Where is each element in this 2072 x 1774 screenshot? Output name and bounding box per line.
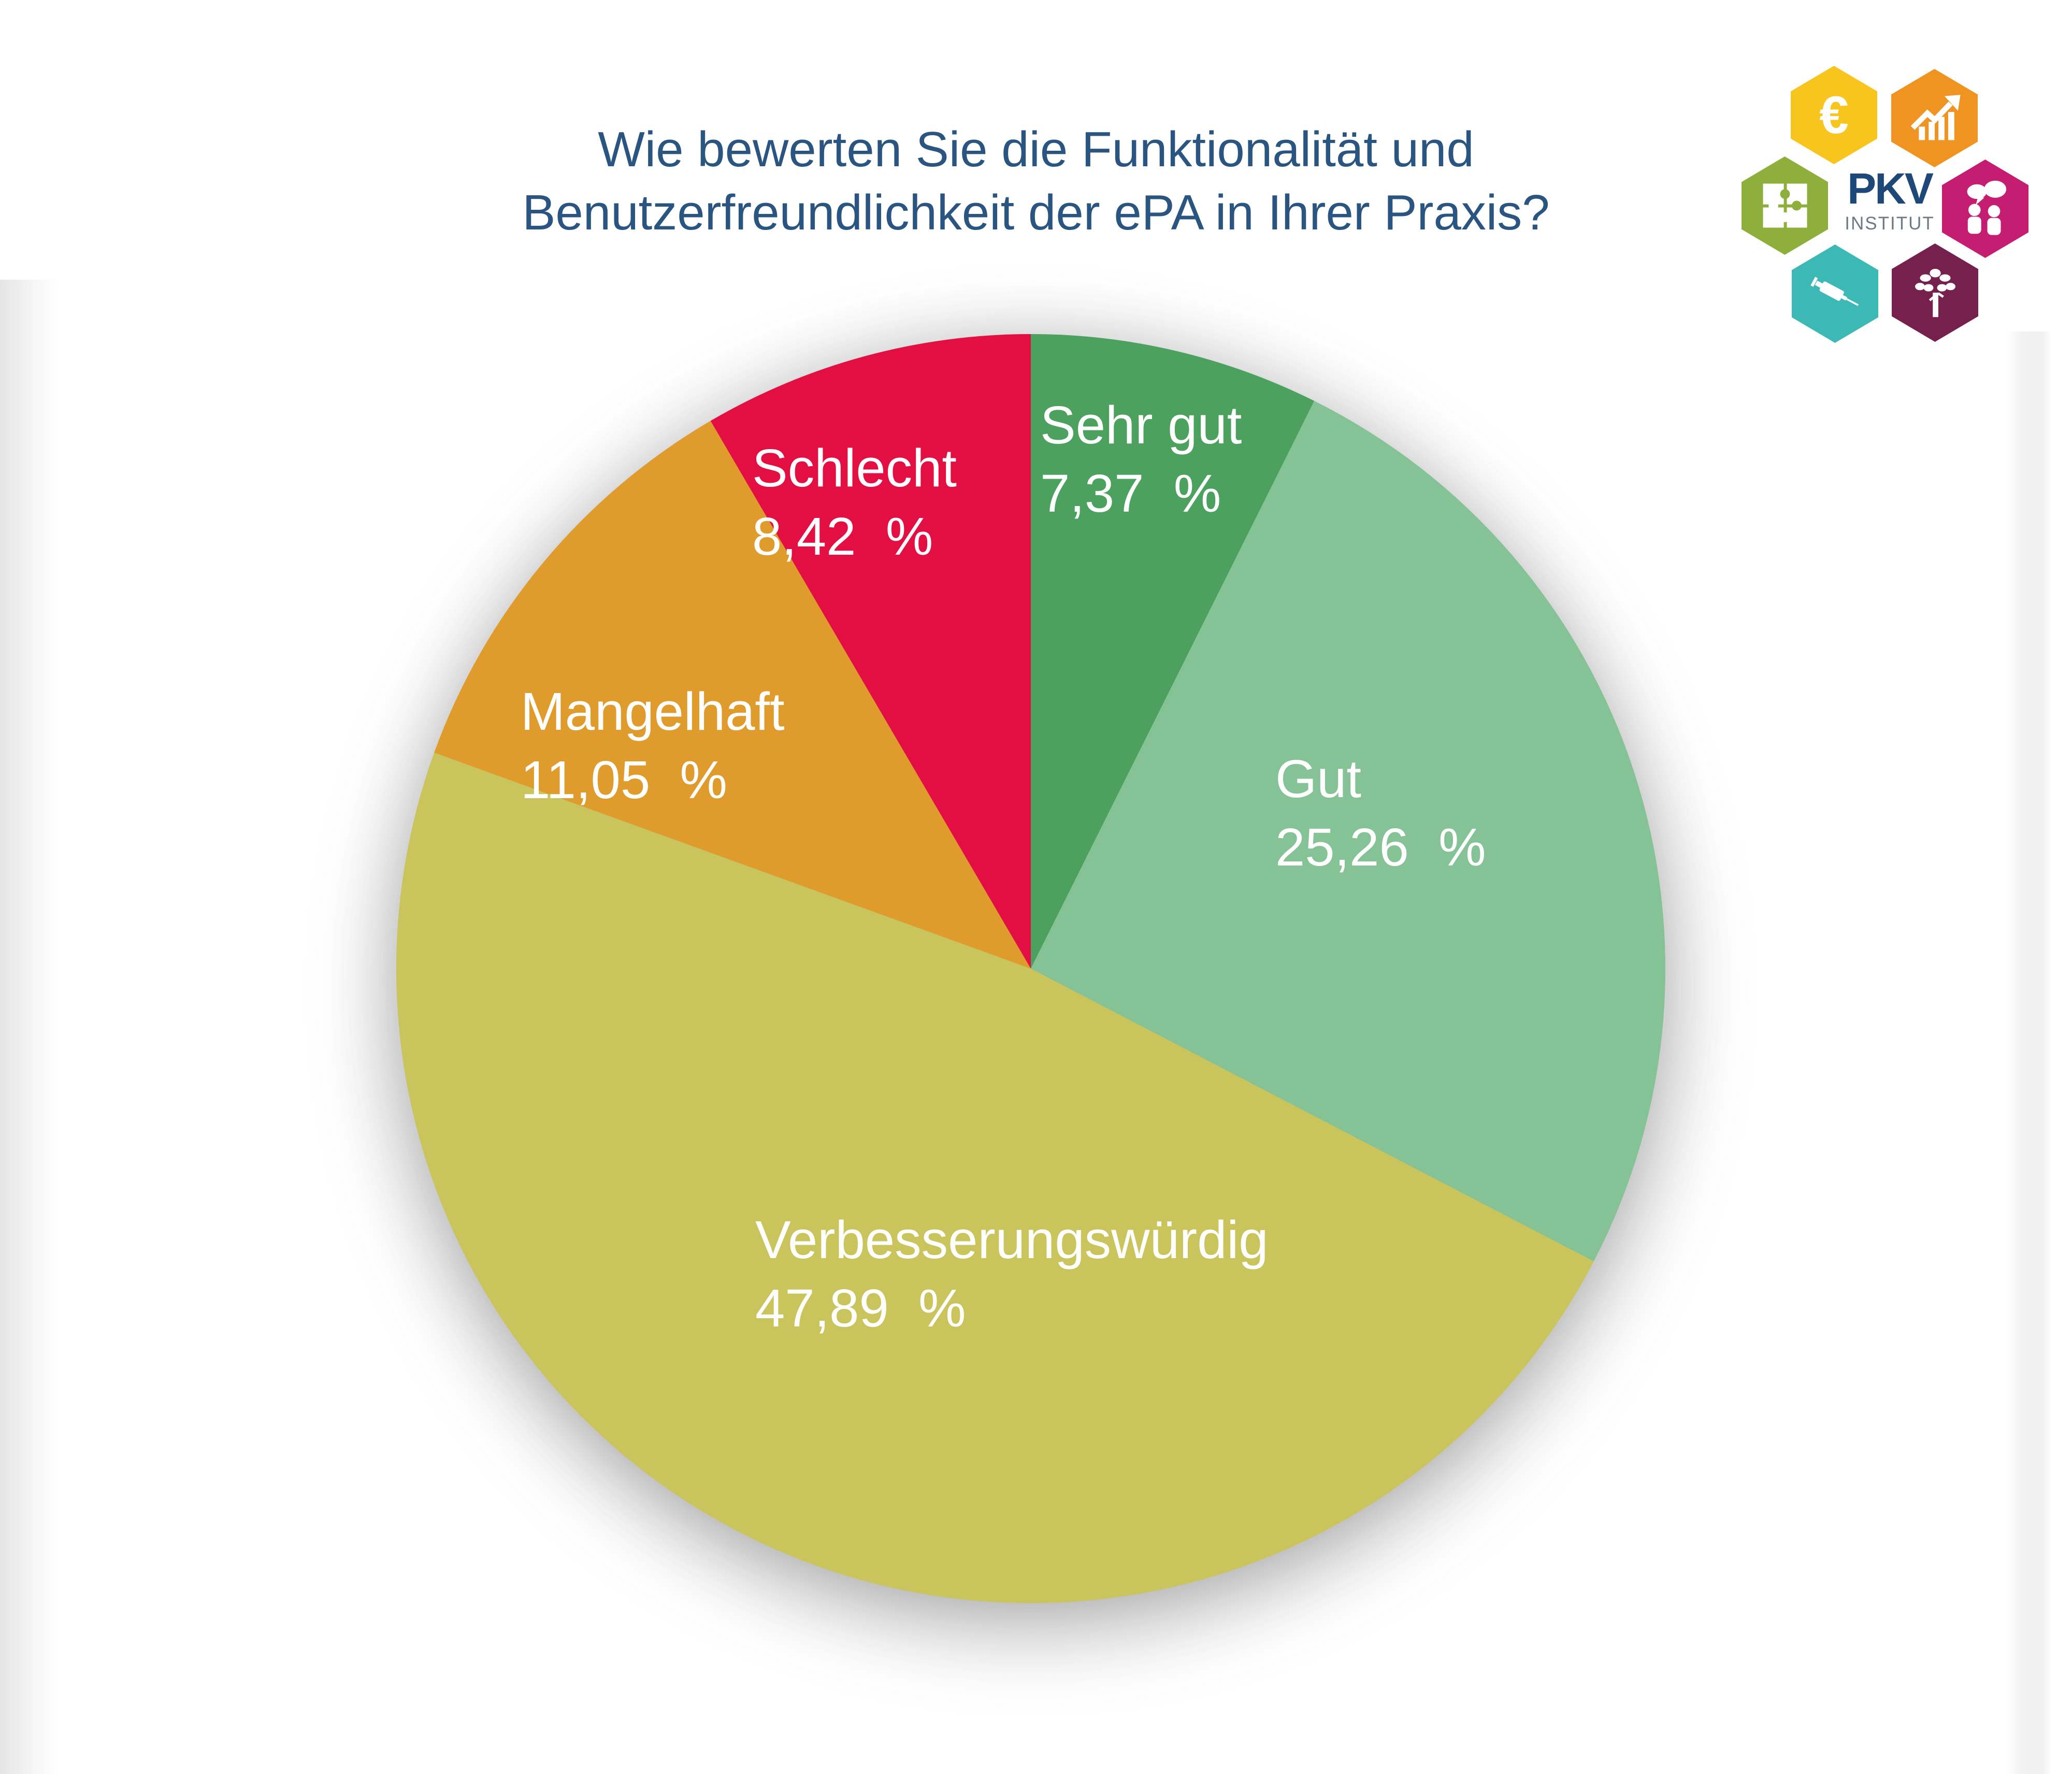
slice-value: 11,05 %: [521, 750, 727, 810]
logo-brand: PKV INSTITUT: [1843, 167, 1936, 234]
page-shadow-right: [2008, 331, 2051, 1774]
page-shadow-left: [0, 280, 60, 1774]
slice-name: Sehr gut: [1040, 395, 1242, 455]
pie-slice-gut: [1031, 401, 1666, 1262]
slice-name: Gut: [1275, 749, 1362, 809]
hexagon-dialog: [1942, 160, 2028, 258]
growth-chart-icon: [1910, 95, 1961, 140]
slice-label-gut: Gut 25,26 %: [1275, 745, 1486, 882]
slice-label-schlecht: Schlecht 8,42 %: [752, 434, 957, 571]
pie-slice-sehr-gut: [1031, 334, 1315, 969]
page-title-line2: Benutzerfreundlichkeit der ePA in Ihrer …: [522, 185, 1550, 240]
pie-slice-mangelhaft: [434, 421, 1031, 969]
hexagon-euro: €: [1791, 66, 1877, 164]
pie-chart: [396, 334, 1666, 1604]
slice-label-sehr-gut: Sehr gut 7,37 %: [1040, 391, 1242, 528]
logo-brand-subtext: INSTITUT: [1845, 213, 1935, 234]
pie-slice-schlecht: [710, 334, 1031, 969]
slice-label-mangelhaft: Mangelhaft 11,05 %: [521, 677, 785, 814]
page-title-line1: Wie bewerten Sie die Funktionalität und: [598, 122, 1474, 177]
slice-value: 7,37 %: [1040, 464, 1221, 523]
pie-slice-verbesserungsw-rdig: [396, 753, 1594, 1604]
puzzle-icon: [1763, 183, 1807, 228]
hexagon-syringe: [1792, 244, 1878, 343]
hexagon-tree: [1892, 243, 1978, 342]
pkv-institut-logo: €: [1725, 41, 2051, 357]
page-title: Wie bewerten Sie die Funktionalität und …: [414, 118, 1658, 244]
slice-value: 25,26 %: [1275, 817, 1486, 877]
slice-value: 8,42 %: [752, 507, 933, 566]
slice-name: Mangelhaft: [521, 682, 785, 741]
hexagon-growth: [1891, 69, 1978, 167]
euro-icon: €: [1819, 85, 1849, 145]
hexagon-puzzle: [1742, 156, 1828, 255]
slice-name: Schlecht: [752, 438, 957, 498]
slice-name: Verbesserungswürdig: [755, 1210, 1269, 1270]
logo-brand-text: PKV: [1847, 164, 1934, 213]
people-dialog-icon: [1967, 180, 2006, 235]
tree-icon: [1915, 268, 1955, 318]
slice-label-verbesserungswuerdig: Verbesserungswürdig 47,89 %: [755, 1206, 1269, 1343]
slice-value: 47,89 %: [755, 1278, 966, 1338]
syringe-icon: [1810, 277, 1859, 306]
